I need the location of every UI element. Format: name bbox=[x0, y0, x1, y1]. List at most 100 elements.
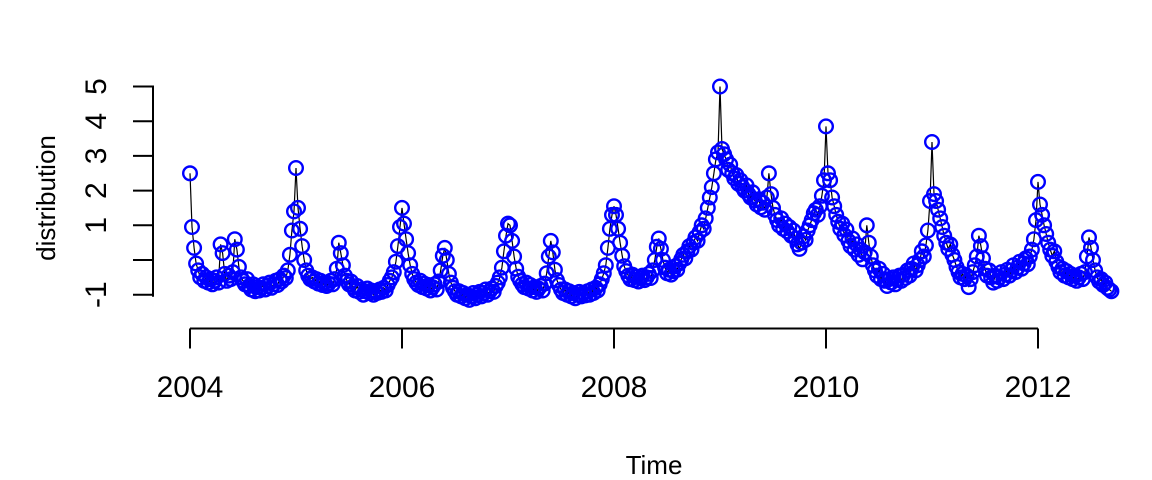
data-point bbox=[504, 232, 521, 249]
data-point bbox=[334, 257, 351, 274]
data-point bbox=[1046, 243, 1063, 260]
data-point bbox=[1099, 279, 1116, 296]
data-point bbox=[701, 189, 718, 206]
data-point bbox=[385, 264, 402, 281]
data-point bbox=[858, 217, 875, 234]
data-point bbox=[286, 203, 303, 220]
data-point bbox=[614, 247, 631, 264]
y-tick-label: 2 bbox=[80, 182, 113, 199]
data-point bbox=[394, 199, 411, 216]
data-point bbox=[181, 165, 198, 182]
data-point bbox=[428, 281, 445, 298]
data-point bbox=[942, 236, 959, 253]
y-tick-label: 5 bbox=[80, 78, 113, 95]
data-point bbox=[546, 261, 563, 278]
data-series bbox=[181, 78, 1120, 308]
data-point bbox=[930, 201, 947, 218]
data-point bbox=[797, 231, 814, 248]
data-point bbox=[813, 187, 830, 204]
axes: 2004 2006 2008 2010 2012 5 4 3 2 1 -1 bbox=[80, 78, 1071, 404]
x-tick-label: 2008 bbox=[581, 371, 648, 404]
data-point bbox=[387, 253, 404, 270]
data-point bbox=[1019, 256, 1036, 273]
data-point bbox=[818, 118, 835, 135]
data-point bbox=[820, 165, 837, 182]
data-point bbox=[500, 215, 517, 232]
data-point bbox=[822, 172, 839, 189]
data-point bbox=[534, 282, 551, 299]
data-point bbox=[934, 218, 951, 235]
data-point bbox=[402, 257, 419, 274]
data-point bbox=[544, 244, 561, 261]
data-point bbox=[911, 251, 928, 268]
data-point bbox=[288, 159, 305, 176]
data-point bbox=[595, 265, 612, 282]
data-point bbox=[697, 210, 714, 227]
x-axis-title: Time bbox=[626, 450, 683, 480]
y-tick-label: 3 bbox=[80, 148, 113, 165]
data-point bbox=[502, 217, 519, 234]
x-tick-label: 2012 bbox=[1005, 371, 1072, 404]
data-point bbox=[1103, 283, 1120, 300]
data-point bbox=[606, 198, 623, 215]
data-point bbox=[1101, 281, 1118, 298]
data-point bbox=[975, 250, 992, 267]
data-point bbox=[214, 245, 231, 262]
data-point bbox=[1021, 248, 1038, 265]
data-point bbox=[226, 231, 243, 248]
data-point bbox=[1034, 206, 1051, 223]
data-point bbox=[691, 224, 708, 241]
data-point bbox=[183, 218, 200, 235]
data-point bbox=[440, 265, 457, 282]
data-point bbox=[699, 199, 716, 216]
data-point bbox=[924, 133, 941, 150]
data-point bbox=[760, 165, 777, 182]
data-point bbox=[712, 78, 729, 95]
data-point bbox=[652, 240, 669, 257]
data-point bbox=[1023, 241, 1040, 258]
data-point bbox=[186, 239, 203, 256]
data-point bbox=[917, 237, 934, 254]
data-point bbox=[1029, 173, 1046, 190]
x-tick-label: 2004 bbox=[157, 371, 224, 404]
data-point bbox=[689, 232, 706, 249]
data-point bbox=[296, 251, 313, 268]
data-point bbox=[650, 230, 667, 247]
data-point bbox=[915, 248, 932, 265]
data-point bbox=[824, 189, 841, 206]
data-point bbox=[396, 215, 413, 232]
data-point bbox=[392, 218, 409, 235]
data-point bbox=[962, 271, 979, 288]
data-point bbox=[960, 279, 977, 296]
data-point bbox=[1084, 251, 1101, 268]
data-point bbox=[434, 247, 451, 264]
data-point bbox=[862, 248, 879, 265]
data-point bbox=[1080, 229, 1097, 246]
data-point bbox=[430, 273, 447, 290]
data-point bbox=[926, 186, 943, 203]
data-point bbox=[230, 258, 247, 275]
data-point bbox=[540, 248, 557, 265]
data-point bbox=[826, 198, 843, 215]
data-point bbox=[809, 206, 826, 223]
data-point bbox=[597, 257, 614, 274]
data-point bbox=[1038, 225, 1055, 242]
data-point bbox=[292, 220, 309, 237]
data-point bbox=[491, 269, 508, 286]
data-point bbox=[1036, 217, 1053, 234]
data-point bbox=[277, 270, 294, 287]
data-point bbox=[281, 246, 298, 263]
data-point bbox=[228, 241, 245, 258]
data-point bbox=[928, 192, 945, 209]
data-point bbox=[212, 236, 229, 253]
y-tick-label: 1 bbox=[80, 217, 113, 234]
x-tick-label: 2006 bbox=[369, 371, 436, 404]
y-tick-label: -1 bbox=[80, 281, 113, 308]
data-point bbox=[283, 222, 300, 239]
data-point bbox=[695, 220, 712, 237]
data-point bbox=[642, 270, 659, 287]
y-axis-title: distribution bbox=[31, 135, 61, 261]
data-point bbox=[330, 234, 347, 251]
data-point bbox=[970, 227, 987, 244]
